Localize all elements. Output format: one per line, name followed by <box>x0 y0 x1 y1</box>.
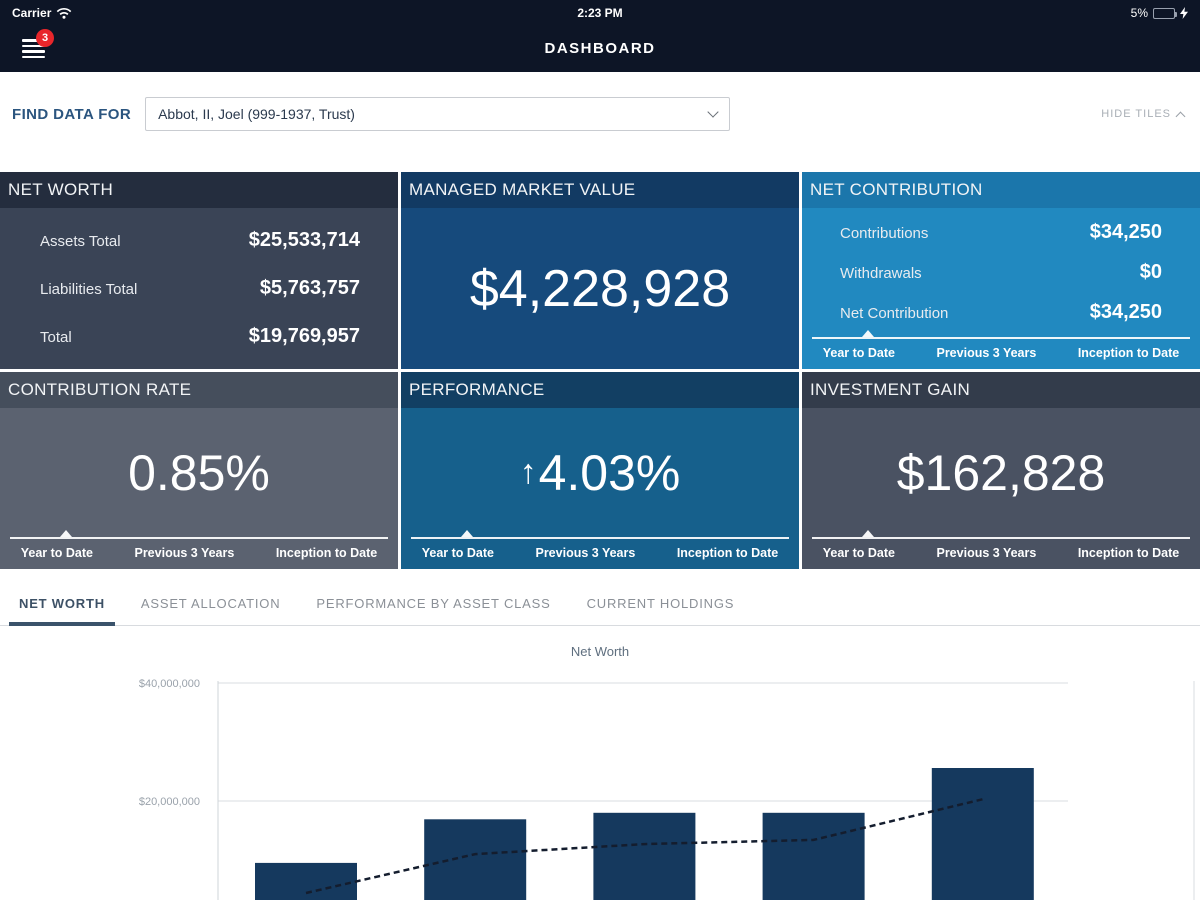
tile-net-worth: NET WORTH Assets Total $25,533,714 Liabi… <box>0 172 398 369</box>
period-tabs-divider <box>411 537 789 539</box>
tile-title: PERFORMANCE <box>401 372 799 408</box>
investment-gain-value: $162,828 <box>896 444 1106 501</box>
tile-title: CONTRIBUTION RATE <box>0 372 398 408</box>
net-worth-chart: Net Worth $40,000,000 $20,000,000 <box>0 626 1200 900</box>
period-tabs: Year to Date Previous 3 Years Inception … <box>802 330 1200 369</box>
period-tabs: Year to Date Previous 3 Years Inception … <box>0 530 398 569</box>
period-tab-previous-3-years[interactable]: Previous 3 Years <box>936 546 1037 560</box>
period-tab-previous-3-years[interactable]: Previous 3 Years <box>936 346 1037 360</box>
tile-contribution-rate: CONTRIBUTION RATE 0.85% Year to Date Pre… <box>0 372 398 569</box>
tile-net-contribution: NET CONTRIBUTION Contributions $34,250 W… <box>802 172 1200 369</box>
wifi-icon <box>57 7 72 19</box>
up-arrow-icon: ↑ <box>519 453 537 491</box>
section-tabs: NET WORTH ASSET ALLOCATION PERFORMANCE B… <box>0 581 1200 626</box>
period-tab-inception-to-date[interactable]: Inception to Date <box>1077 546 1180 560</box>
hide-tiles-button[interactable]: HIDE TILES <box>1101 108 1186 121</box>
period-tabs-divider <box>812 337 1190 339</box>
tile-title: MANAGED MARKET VALUE <box>401 172 799 208</box>
tile-title: INVESTMENT GAIN <box>802 372 1200 408</box>
chart-canvas: $40,000,000 $20,000,000 <box>139 678 1195 900</box>
chevron-down-icon <box>707 106 719 118</box>
find-data-row: FIND DATA FOR Abbot, II, Joel (999-1937,… <box>0 72 1200 156</box>
period-tabs: Year to Date Previous 3 Years Inception … <box>802 530 1200 569</box>
active-period-marker <box>862 530 874 537</box>
period-tab-inception-to-date[interactable]: Inception to Date <box>275 546 378 560</box>
tile-title: NET CONTRIBUTION <box>802 172 1200 208</box>
tab-performance-by-asset-class[interactable]: PERFORMANCE BY ASSET CLASS <box>316 596 551 611</box>
withdrawals-row: Withdrawals $0 <box>840 260 1162 283</box>
active-period-marker <box>862 330 874 337</box>
period-tab-year-to-date[interactable]: Year to Date <box>822 546 895 560</box>
clock: 2:23 PM <box>577 6 623 20</box>
net-worth-bar <box>255 862 357 900</box>
contributions-row: Contributions $34,250 <box>840 220 1162 243</box>
tile-managed-market-value: MANAGED MARKET VALUE $4,228,928 <box>401 172 799 369</box>
liabilities-total-row: Liabilities Total $5,763,757 <box>40 276 360 299</box>
status-bar: Carrier 2:23 PM 5% <box>0 0 1200 26</box>
kpi-tiles-grid: NET WORTH Assets Total $25,533,714 Liabi… <box>0 172 1200 569</box>
period-tab-previous-3-years[interactable]: Previous 3 Years <box>535 546 636 560</box>
net-contribution-row: Net Contribution $34,250 <box>840 301 1162 324</box>
trend-line <box>305 797 984 895</box>
total-row: Total $19,769,957 <box>40 325 360 348</box>
period-tabs: Year to Date Previous 3 Years Inception … <box>401 530 799 569</box>
tile-title: NET WORTH <box>0 172 398 208</box>
page-title: DASHBOARD <box>544 40 656 57</box>
net-worth-bar <box>931 768 1034 900</box>
battery-icon <box>1153 7 1177 19</box>
period-tab-previous-3-years[interactable]: Previous 3 Years <box>134 546 235 560</box>
net-worth-bar <box>762 812 865 900</box>
notification-badge: 3 <box>36 29 54 47</box>
performance-value: ↑ 4.03% <box>519 444 681 501</box>
tile-investment-gain: INVESTMENT GAIN $162,828 Year to Date Pr… <box>802 372 1200 569</box>
account-select-value: Abbot, II, Joel (999-1937, Trust) <box>158 106 355 122</box>
contribution-rate-value: 0.85% <box>128 444 270 501</box>
net-worth-bar <box>593 812 696 900</box>
period-tab-year-to-date[interactable]: Year to Date <box>20 546 93 560</box>
svg-text:$40,000,000: $40,000,000 <box>139 678 200 690</box>
tab-asset-allocation[interactable]: ASSET ALLOCATION <box>140 596 281 611</box>
find-data-label: FIND DATA FOR <box>12 105 132 123</box>
period-tab-year-to-date[interactable]: Year to Date <box>822 346 895 360</box>
active-period-marker <box>60 530 72 537</box>
tab-current-holdings[interactable]: CURRENT HOLDINGS <box>586 596 735 611</box>
net-worth-bar <box>424 819 527 900</box>
svg-text:$20,000,000: $20,000,000 <box>139 796 200 808</box>
battery-percent: 5% <box>1130 6 1148 20</box>
tile-performance: PERFORMANCE ↑ 4.03% Year to Date Previou… <box>401 372 799 569</box>
period-tab-year-to-date[interactable]: Year to Date <box>421 546 494 560</box>
period-tabs-divider <box>10 537 388 539</box>
nav-bar: 3 DASHBOARD <box>0 26 1200 72</box>
tab-net-worth[interactable]: NET WORTH <box>9 596 115 626</box>
period-tab-inception-to-date[interactable]: Inception to Date <box>1077 346 1180 360</box>
charging-bolt-icon <box>1180 7 1188 19</box>
chart-title: Net Worth <box>570 644 630 659</box>
chevron-up-icon <box>1175 111 1186 121</box>
menu-button[interactable]: 3 <box>22 29 54 59</box>
assets-total-row: Assets Total $25,533,714 <box>40 228 360 251</box>
account-select[interactable]: Abbot, II, Joel (999-1937, Trust) <box>145 97 731 131</box>
active-period-marker <box>461 530 473 537</box>
period-tab-inception-to-date[interactable]: Inception to Date <box>676 546 779 560</box>
period-tabs-divider <box>812 537 1190 539</box>
carrier-label: Carrier <box>12 6 52 20</box>
managed-market-value: $4,228,928 <box>469 259 731 318</box>
